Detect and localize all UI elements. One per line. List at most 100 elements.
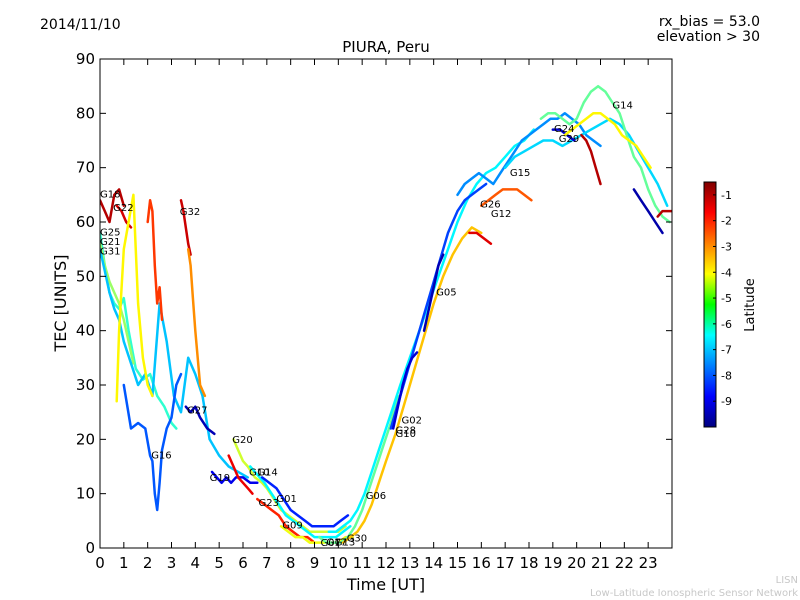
x-tick-label: 14 <box>424 554 443 572</box>
colorbar-tick-label: -4 <box>721 266 732 279</box>
series-line-g15 <box>456 112 602 197</box>
satellite-label: G19 <box>210 473 230 484</box>
series-line-g30 <box>115 193 154 403</box>
series-line-g24 <box>146 199 164 322</box>
satellite-label: G32 <box>180 207 200 218</box>
series-line-g09 <box>279 525 354 544</box>
series-line-g12 <box>468 231 493 245</box>
series-line-g27b <box>632 188 664 235</box>
satellite-label: G07 <box>321 538 341 549</box>
y-tick-label: 80 <box>76 104 95 122</box>
series-line-g01 <box>260 476 350 528</box>
satellite-label: G09 <box>282 520 302 531</box>
x-tick-label: 17 <box>496 554 515 572</box>
footer-network-name: Low-Latitude Ionospheric Sensor Network <box>590 588 798 599</box>
satellite-label: G14 <box>257 468 277 479</box>
satellite-label: G15 <box>510 168 530 179</box>
satellite-label: G30 <box>347 534 367 545</box>
x-tick-label: 2 <box>143 554 153 572</box>
satellite-label: G22 <box>113 203 133 214</box>
series-line-g13 <box>341 226 483 544</box>
y-tick-label: 0 <box>85 539 95 557</box>
satellite-label: G02 <box>402 416 422 427</box>
x-tick-label: 3 <box>167 554 177 572</box>
x-tick-label: 18 <box>519 554 538 572</box>
plot-date: 2014/11/10 <box>40 17 121 33</box>
y-tick-label: 60 <box>76 213 95 231</box>
colorbar-tick-label: -2 <box>721 215 732 228</box>
satellite-label: G31 <box>100 247 120 258</box>
y-tick-label: 50 <box>76 267 95 285</box>
y-tick-label: 70 <box>76 159 95 177</box>
axis-layer: 0 1 2 3 4 5 6 7 8 9 10 11 12 13 14 15 16 17 18 19 20 21 22 2301… <box>76 50 672 572</box>
x-tick-label: 15 <box>448 554 467 572</box>
satellite-label: G18 <box>100 190 120 201</box>
latitude-colorbar: Latitude -1 -2 -3 -4 -5 -6 -7 -8 -9 <box>703 181 758 428</box>
y-tick-label: 40 <box>76 322 95 340</box>
satellite-label: G24 <box>554 124 574 135</box>
satellite-label: G10 <box>249 468 269 479</box>
x-tick-label: 19 <box>543 554 562 572</box>
x-tick-label: 1 <box>119 554 129 572</box>
colorbar-tick-label: -7 <box>721 344 732 357</box>
satellite-label: G17 <box>326 537 346 548</box>
series-line-g14b <box>227 454 254 495</box>
satellite-label: G12 <box>491 209 511 220</box>
series-line-g16 <box>122 372 183 512</box>
satellite-label: G21 <box>100 237 120 248</box>
x-tick-label: 7 <box>262 554 272 572</box>
satellite-label: G06 <box>366 491 386 502</box>
satellite-label: G20 <box>232 435 252 446</box>
satellite-label: G23 <box>259 498 279 509</box>
series-line-g14 <box>539 84 671 224</box>
series-layer <box>100 84 672 544</box>
x-tick-label: 5 <box>214 554 224 572</box>
elevation-label: elevation > 30 <box>656 29 760 45</box>
x-tick-label: 9 <box>310 554 320 572</box>
series-line-g10 <box>248 465 352 539</box>
series-line-g32 <box>179 199 192 256</box>
satellite-label: G25 <box>100 228 120 239</box>
satellite-label: G10 <box>396 429 416 440</box>
colorbar-label: Latitude <box>743 278 758 332</box>
x-tick-label: 0 <box>95 554 105 572</box>
satellite-label: G27 <box>187 405 207 416</box>
footer-network-abbrev: LISN <box>775 575 798 586</box>
series-line-g05 <box>422 253 445 332</box>
series-line-g11 <box>656 209 672 218</box>
satellite-label: G28 <box>396 425 416 436</box>
series-line-g17 <box>318 394 400 544</box>
satellite-label: G01 <box>276 494 296 505</box>
x-tick-label: 8 <box>286 554 296 572</box>
x-tick-label: 6 <box>238 554 248 572</box>
x-tick-label: 12 <box>376 554 395 572</box>
colorbar-tick-label: -6 <box>721 318 732 331</box>
chart-title: PIURA, Peru <box>342 38 429 56</box>
series-line-g27 <box>184 405 216 436</box>
y-tick-label: 90 <box>76 50 95 68</box>
y-axis-label: TEC [UNITS] <box>51 255 70 353</box>
series-line-g29 <box>503 117 669 207</box>
series-line-g20b <box>563 112 652 169</box>
series-line-g23 <box>256 497 316 544</box>
series-line-g31 <box>100 247 250 479</box>
x-tick-label: 11 <box>353 554 372 572</box>
colorbar-tick-label: -9 <box>721 395 732 408</box>
x-tick-label: 13 <box>400 554 419 572</box>
series-line-g26b <box>186 247 207 398</box>
series-line-g18 <box>100 188 126 224</box>
colorbar-gradient <box>703 181 717 428</box>
x-tick-label: 16 <box>472 554 491 572</box>
series-line-g21 <box>100 242 135 365</box>
series-line-g21b <box>580 133 602 186</box>
y-tick-label: 20 <box>76 430 95 448</box>
satellite-label: G29 <box>559 134 579 145</box>
colorbar-tick-label: -1 <box>721 189 732 202</box>
satellite-label: G16 <box>151 450 171 461</box>
x-tick-label: 22 <box>615 554 634 572</box>
series-line-g24b <box>551 128 576 142</box>
series-line-g19 <box>210 470 259 485</box>
y-tick-label: 30 <box>76 376 95 394</box>
